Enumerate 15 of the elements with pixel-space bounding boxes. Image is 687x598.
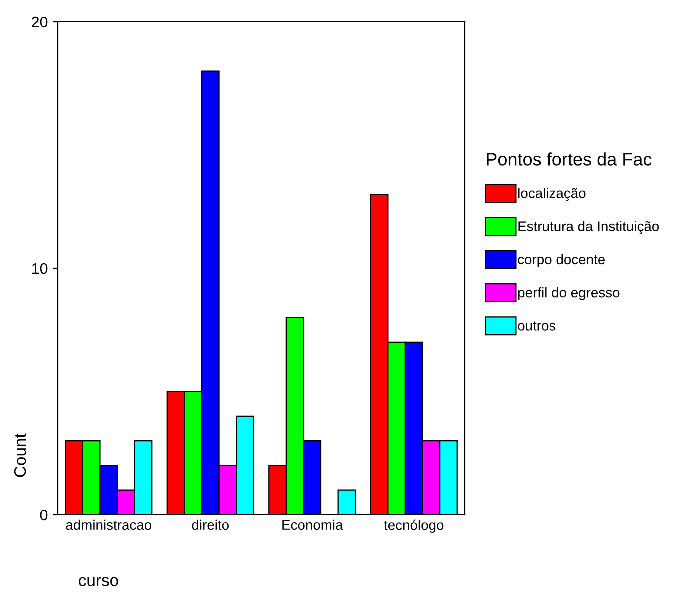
x-axis-title: curso <box>79 577 118 586</box>
legend-label: Estrutura da Instituição <box>518 221 660 234</box>
legend-title: Pontos fortes da Fac <box>487 152 652 166</box>
legend-label: corpo docente <box>518 254 605 268</box>
x-tick-label: direito <box>192 520 229 530</box>
x-tick-label: Economia <box>282 520 344 530</box>
y-tick-label: 0 <box>40 510 48 521</box>
legend-label: outros <box>518 322 556 331</box>
y-tick-label: 10 <box>32 263 48 274</box>
y-tick-label: 20 <box>32 16 48 28</box>
y-axis-title: Count <box>14 434 26 478</box>
legend-label: localização <box>518 188 586 202</box>
x-tick-label: administracao <box>66 520 152 530</box>
legend-label: perfil do egresso <box>518 288 620 300</box>
x-tick-label: tecnólogo <box>384 520 444 533</box>
